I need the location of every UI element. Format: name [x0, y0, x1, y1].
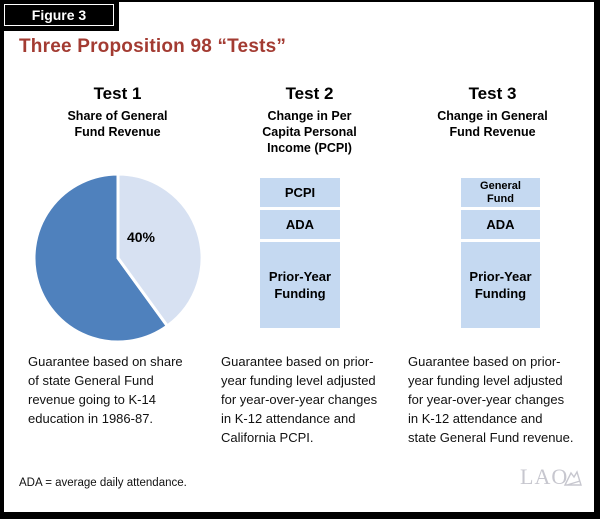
stack-box-ada: ADA — [260, 210, 340, 239]
test1-pie-chart: 40% — [32, 172, 204, 344]
test3-stack: General Fund ADA Prior-Year Funding — [461, 178, 540, 328]
lao-logo-text: LAO — [520, 464, 569, 489]
figure-label-tab: Figure 3 — [0, 0, 119, 31]
pie-slice-label: 40% — [127, 229, 156, 245]
test1-subtitle: Share of General Fund Revenue — [67, 109, 168, 139]
lao-logo: LAO — [520, 466, 584, 490]
test1-description: Guarantee based on share of state Genera… — [28, 354, 183, 426]
test2-subtitle: Change in Per Capita Personal Income (PC… — [262, 109, 357, 155]
test3-subtitle: Change in General Fund Revenue — [437, 109, 548, 139]
test2-stack: PCPI ADA Prior-Year Funding — [260, 178, 340, 328]
figure-title: Three Proposition 98 “Tests” — [19, 36, 287, 57]
test2-heading: Test 2 — [285, 84, 334, 103]
test2-description: Guarantee based on prior- year funding l… — [221, 354, 378, 445]
lao-bear-glyph — [564, 470, 583, 486]
figure-label: Figure 3 — [4, 4, 114, 26]
pie-slice-40-percent — [116, 172, 204, 328]
stack-box-pcpi: PCPI — [260, 178, 340, 207]
test3-description: Guarantee based on prior- year funding l… — [408, 354, 574, 445]
stack-box-prior-year-funding: Prior-Year Funding — [461, 242, 540, 328]
test3-heading: Test 3 — [468, 84, 517, 103]
stack-box-general-fund: General Fund — [461, 178, 540, 207]
pie-slice-remainder — [32, 172, 169, 344]
footnote: ADA = average daily attendance. — [19, 477, 187, 489]
stack-box-prior-year-funding: Prior-Year Funding — [260, 242, 340, 328]
test1-heading: Test 1 — [93, 84, 142, 103]
stack-box-ada: ADA — [461, 210, 540, 239]
